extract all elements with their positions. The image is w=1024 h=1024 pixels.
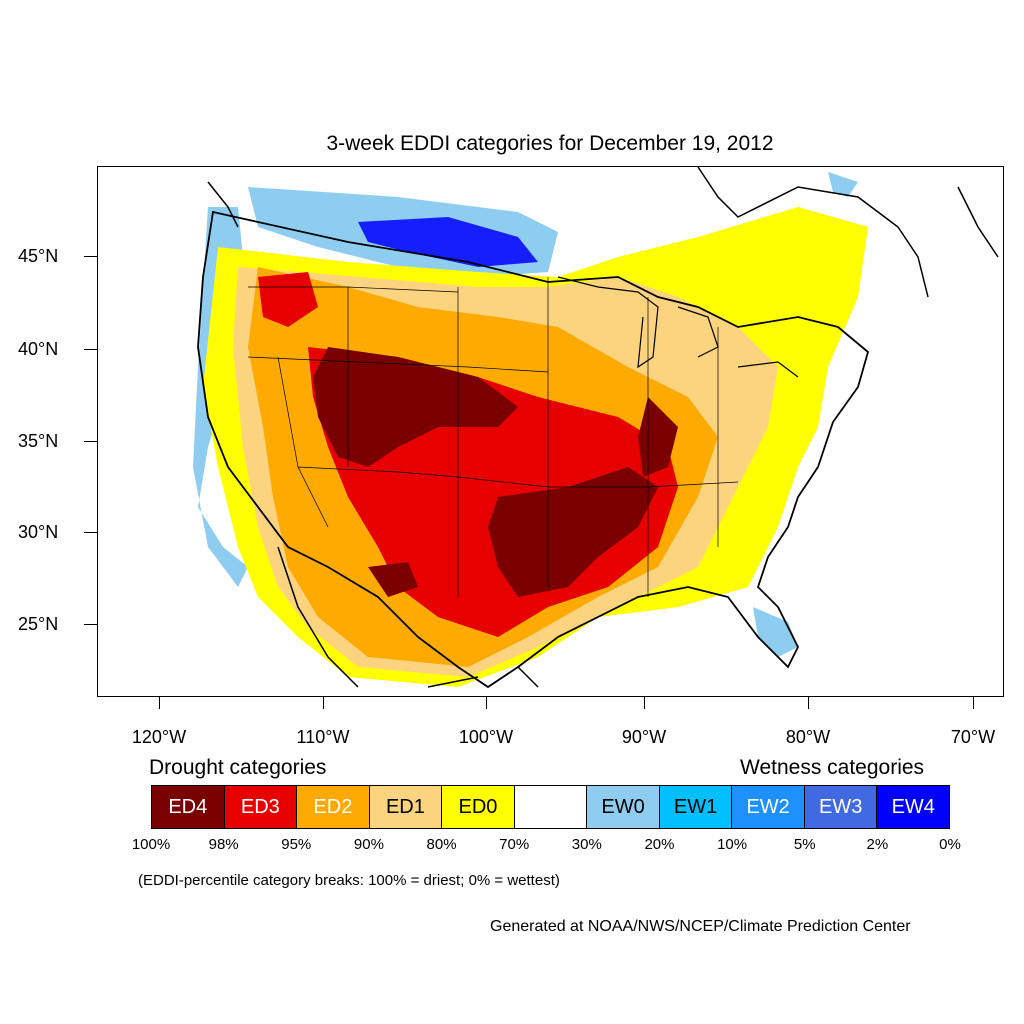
wet-region-east-canada [828, 172, 858, 197]
canada-coast [207, 167, 999, 298]
percent-break-label: 20% [644, 836, 675, 853]
mexico-coast [277, 546, 539, 688]
lat-label-45: 45°N [18, 246, 59, 266]
lat-tick [84, 532, 97, 533]
lon-tick [486, 697, 487, 709]
lon-label-100: 100°W [458, 727, 514, 747]
ed4-region-rockies [313, 347, 518, 467]
percent-break-label: 30% [571, 836, 602, 853]
percent-break-label: 90% [353, 836, 384, 853]
eddi-map [193, 167, 999, 689]
drought-categories-heading: Drought categories [149, 756, 327, 779]
lat-tick [84, 256, 97, 257]
lat-label-40: 40°N [18, 339, 59, 359]
percent-break-label: 0% [939, 836, 961, 853]
legend-swatch-ed2: ED2 [297, 786, 370, 828]
lon-tick [644, 697, 645, 709]
state-borders [247, 277, 739, 597]
lon-tick [973, 697, 974, 709]
percent-break-label: 98% [208, 836, 239, 853]
percent-break-label: 2% [866, 836, 889, 853]
wet-region-canada-core [358, 217, 538, 267]
lon-tick [159, 697, 160, 709]
legend-swatch-ed4: ED4 [152, 786, 225, 828]
lat-tick [84, 349, 97, 350]
lat-tick [84, 624, 97, 625]
map-plot-area [97, 166, 1004, 697]
percent-break-label: 80% [426, 836, 457, 853]
percent-break-label: 95% [281, 836, 312, 853]
us-outline [197, 210, 870, 689]
lon-label-120: 120°W [131, 727, 187, 747]
percent-break-label: 10% [717, 836, 748, 853]
percent-break-label: 5% [793, 836, 816, 853]
wetness-categories-heading: Wetness categories [740, 756, 925, 779]
ed4-region-plains [488, 467, 658, 597]
lat-tick [84, 441, 97, 442]
lon-label-80: 80°W [785, 727, 831, 747]
legend-swatch-ed3: ED3 [224, 786, 298, 828]
category-legend-bar: ED4 ED3 ED2 ED1 ED0 EW0 EW1 EW2 EW3 EW4 [151, 785, 950, 829]
great-lakes [557, 276, 799, 378]
percent-break-label: 100% [131, 836, 171, 853]
lon-label-90: 90°W [621, 727, 667, 747]
legend-swatch-neutral [514, 786, 588, 828]
ed3-region-west [258, 272, 318, 327]
legend-swatch-ew4: EW4 [877, 786, 950, 828]
ed4-region-west-tx [368, 562, 418, 597]
lon-label-110: 110°W [296, 727, 350, 747]
legend-swatch-ew0: EW0 [587, 786, 660, 828]
lon-tick [808, 697, 809, 709]
lat-label-25: 25°N [18, 614, 59, 634]
credit-line: Generated at NOAA/NWS/NCEP/Climate Predi… [490, 918, 911, 935]
legend-swatch-ed1: ED1 [369, 786, 443, 828]
map-title: 3-week EDDI categories for December 19, … [326, 132, 774, 155]
category-breaks-note: (EDDI-percentile category breaks: 100% =… [138, 872, 560, 889]
wet-region-florida [753, 607, 798, 657]
percent-break-label: 70% [499, 836, 530, 853]
lat-label-30: 30°N [18, 522, 59, 542]
legend-swatch-ed0: ED0 [442, 786, 515, 828]
legend-swatch-ew2: EW2 [732, 786, 805, 828]
lon-tick [323, 697, 324, 709]
legend-swatch-ew3: EW3 [804, 786, 878, 828]
lon-label-70: 70°W [950, 727, 996, 747]
legend-swatch-ew1: EW1 [659, 786, 733, 828]
lat-label-35: 35°N [18, 431, 59, 451]
